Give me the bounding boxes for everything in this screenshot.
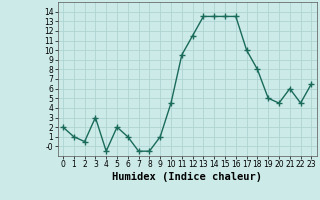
X-axis label: Humidex (Indice chaleur): Humidex (Indice chaleur) bbox=[112, 172, 262, 182]
